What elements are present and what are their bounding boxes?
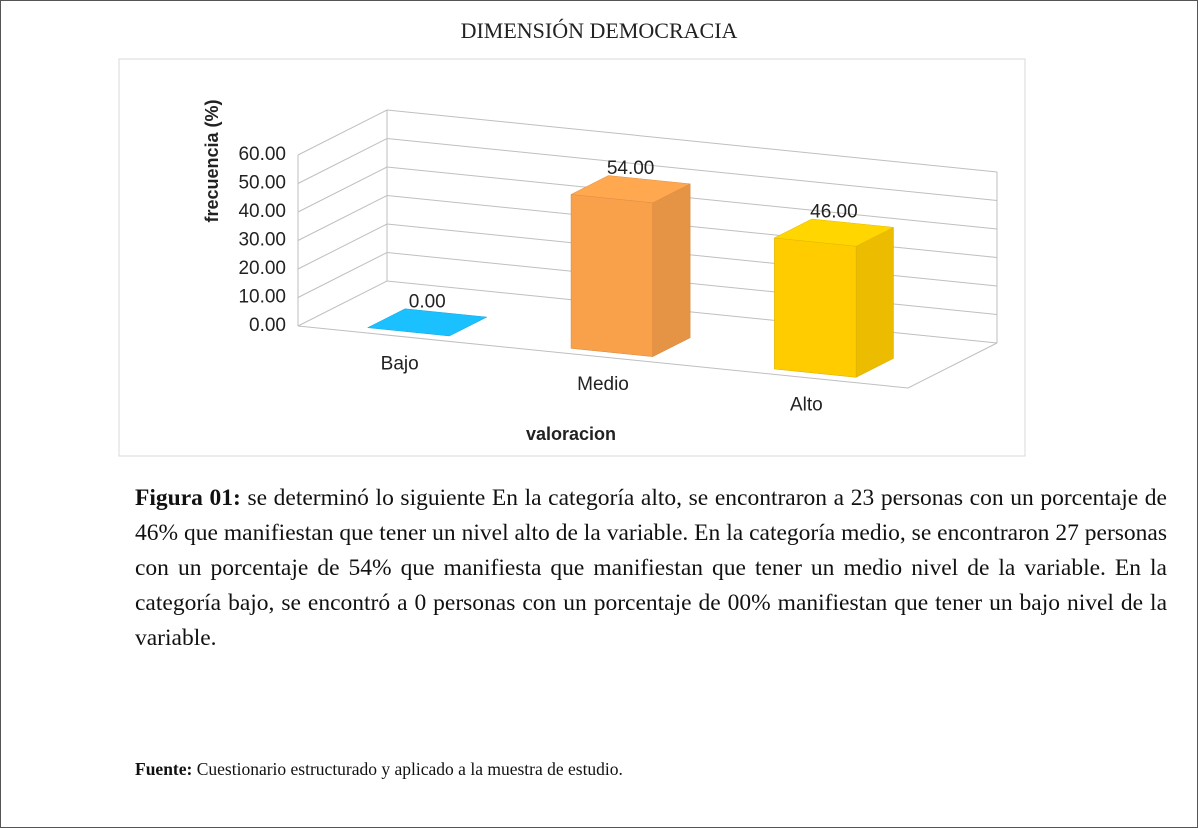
caption-text: se determinó lo siguiente En la categorí…: [135, 485, 1167, 651]
bar-side: [855, 226, 894, 378]
grid-line: [297, 166, 998, 230]
grid-line: [297, 137, 998, 201]
value-label: 0.00: [409, 291, 446, 312]
chart-area: [118, 58, 1026, 457]
x-tick-label: Alto: [790, 395, 823, 416]
source-text: Cuestionario estructurado y aplicado a l…: [196, 759, 623, 779]
x-tick-label: Medio: [577, 374, 629, 395]
caption: Figura 01: se determinó lo siguiente En …: [135, 481, 1167, 656]
caption-label: Figura 01:: [135, 485, 241, 511]
bar-top: [570, 175, 692, 204]
y-tick-label: 0.00: [249, 315, 286, 336]
grid-line: [297, 109, 998, 173]
bar-front: [570, 194, 654, 357]
y-axis-label: frecuencia (%): [202, 99, 222, 222]
source-label: Fuente:: [135, 759, 193, 779]
x-tick-label: Bajo: [381, 353, 419, 374]
floor: [297, 325, 998, 389]
x-axis-label: valoracion: [526, 424, 616, 444]
y-tick-label: 20.00: [238, 258, 286, 279]
value-label: 54.00: [607, 158, 655, 179]
source: Fuente: Cuestionario estructurado y apli…: [135, 759, 623, 780]
y-tick-label: 30.00: [238, 230, 286, 251]
y-tick-label: 40.00: [238, 201, 286, 222]
bar-top: [366, 308, 488, 337]
bar-front: [774, 237, 857, 378]
chart-title: DIMENSIÓN DEMOCRACIA: [461, 18, 738, 43]
bar-top: [773, 218, 895, 247]
y-tick-label: 50.00: [238, 173, 286, 194]
y-tick-label: 60.00: [238, 144, 286, 165]
value-label: 46.00: [810, 202, 858, 223]
y-tick-label: 10.00: [238, 287, 286, 308]
chart: DIMENSIÓN DEMOCRACIA frecuencia (%) valo…: [118, 18, 1026, 457]
bar-side: [652, 183, 691, 358]
